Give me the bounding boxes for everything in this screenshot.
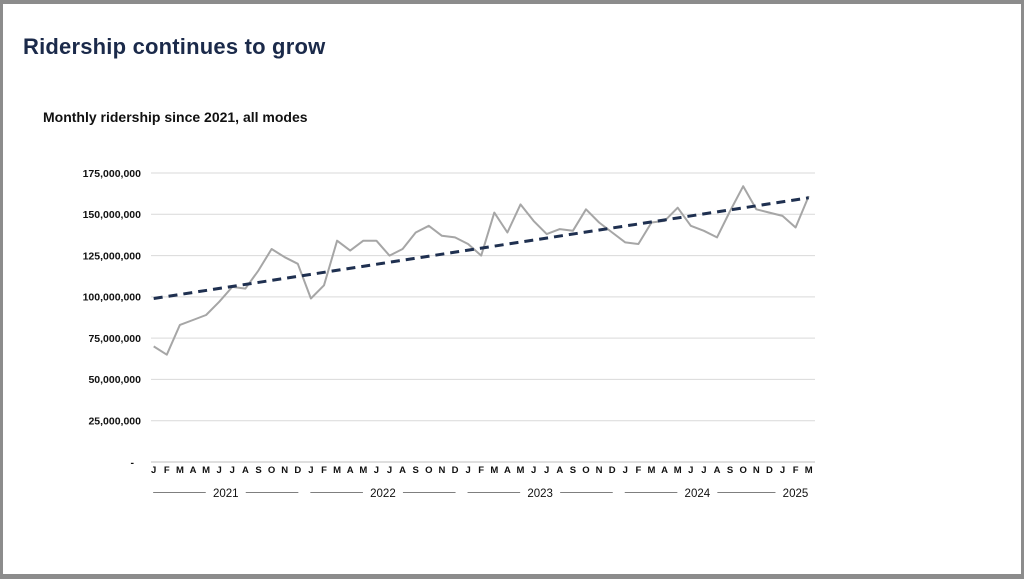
month-label: A — [190, 465, 197, 476]
slide-title: Ridership continues to grow — [23, 34, 326, 59]
month-label: D — [609, 465, 616, 476]
y-tick-label: 25,000,000 — [88, 416, 141, 428]
month-label: J — [374, 465, 379, 476]
month-label: J — [308, 465, 313, 476]
month-label: N — [596, 465, 603, 476]
y-tick-label: 175,000,000 — [83, 168, 142, 180]
month-label: D — [294, 465, 301, 476]
month-label: M — [176, 465, 184, 476]
month-label: A — [399, 465, 406, 476]
month-label: J — [780, 465, 785, 476]
month-label: A — [347, 465, 354, 476]
month-label: S — [727, 465, 733, 476]
year-label: 2022 — [370, 488, 396, 500]
month-label: O — [582, 465, 589, 476]
month-label: J — [701, 465, 706, 476]
month-label: J — [217, 465, 222, 476]
y-tick-label: 100,000,000 — [83, 292, 142, 304]
month-label: F — [478, 465, 484, 476]
month-label: N — [281, 465, 288, 476]
month-label: J — [544, 465, 549, 476]
month-label: F — [321, 465, 327, 476]
month-label: D — [766, 465, 773, 476]
month-label: F — [793, 465, 799, 476]
month-label: S — [570, 465, 576, 476]
month-label: J — [151, 465, 156, 476]
month-label: M — [202, 465, 210, 476]
month-label: M — [674, 465, 682, 476]
ridership-line — [153, 185, 810, 356]
month-label: O — [425, 465, 432, 476]
y-tick-label: 150,000,000 — [83, 209, 142, 221]
month-label: S — [255, 465, 261, 476]
y-tick-label: 125,000,000 — [83, 250, 142, 262]
month-label: O — [740, 465, 747, 476]
month-label: J — [688, 465, 693, 476]
month-label: M — [359, 465, 367, 476]
chart-title: Monthly ridership since 2021, all modes — [43, 109, 308, 125]
month-label: A — [242, 465, 249, 476]
month-label: J — [531, 465, 536, 476]
trend-line — [153, 196, 809, 300]
y-tick-label: 50,000,000 — [88, 374, 141, 386]
month-label: S — [413, 465, 419, 476]
month-label: M — [333, 465, 341, 476]
month-label: A — [714, 465, 721, 476]
year-label: 2024 — [685, 488, 711, 500]
month-label: M — [517, 465, 525, 476]
month-label: J — [623, 465, 628, 476]
month-label: A — [661, 465, 668, 476]
year-label: 2021 — [213, 488, 239, 500]
month-label: J — [230, 465, 235, 476]
month-label: M — [648, 465, 656, 476]
y-tick-label: 75,000,000 — [88, 333, 141, 345]
month-label: A — [504, 465, 511, 476]
month-label: M — [805, 465, 813, 476]
ridership-chart: 175,000,000 150,000,000 125,000,000 100,000… — [83, 168, 815, 500]
month-label: A — [556, 465, 563, 476]
month-label: D — [452, 465, 459, 476]
month-label: J — [465, 465, 470, 476]
month-label: N — [438, 465, 445, 476]
year-label: 2023 — [527, 488, 553, 500]
y-tick-label: - — [131, 457, 135, 469]
month-label: M — [490, 465, 498, 476]
month-label: N — [753, 465, 760, 476]
month-label: O — [268, 465, 275, 476]
month-label: J — [387, 465, 392, 476]
month-label: F — [635, 465, 641, 476]
year-label: 2025 — [783, 488, 809, 500]
month-label: F — [164, 465, 170, 476]
